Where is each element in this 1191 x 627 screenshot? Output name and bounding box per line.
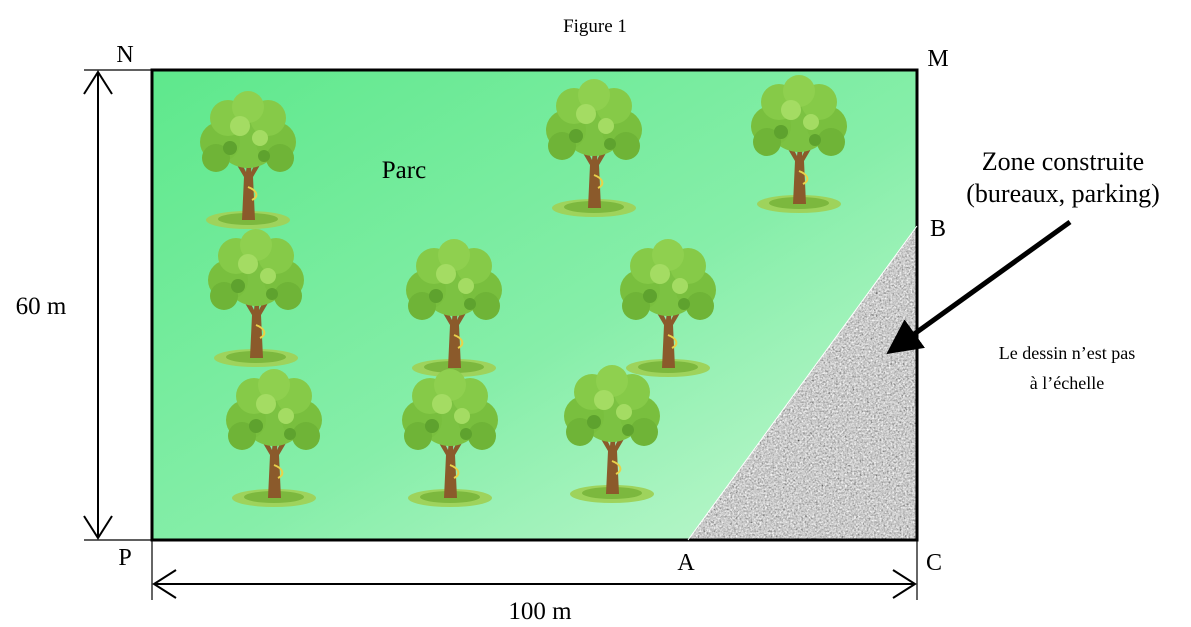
vertex-label-B: B xyxy=(930,216,946,242)
scale-note-line2: à l’échelle xyxy=(1030,373,1104,393)
height-dimension xyxy=(83,69,152,541)
scale-note-line1: Le dessin n’est pas xyxy=(999,343,1135,363)
built-zone-pointer-arrow xyxy=(886,219,1072,355)
segment-AB xyxy=(687,225,918,541)
vertex-label-P: P xyxy=(118,545,131,571)
built-zone-label-line1: Zone construite xyxy=(982,147,1144,176)
park-label: Parc xyxy=(382,157,426,184)
vertex-label-M: M xyxy=(927,46,948,72)
terrain-outline xyxy=(150,68,919,542)
width-dimension xyxy=(151,540,918,600)
built-zone-label-line2: (bureaux, parking) xyxy=(966,179,1159,208)
vertex-label-C: C xyxy=(926,550,942,576)
height-label: 60 m xyxy=(16,293,67,320)
figure-title: Figure 1 xyxy=(563,16,627,37)
width-label: 100 m xyxy=(508,598,572,625)
vertex-label-N: N xyxy=(116,42,133,68)
vertex-label-A: A xyxy=(677,550,695,576)
